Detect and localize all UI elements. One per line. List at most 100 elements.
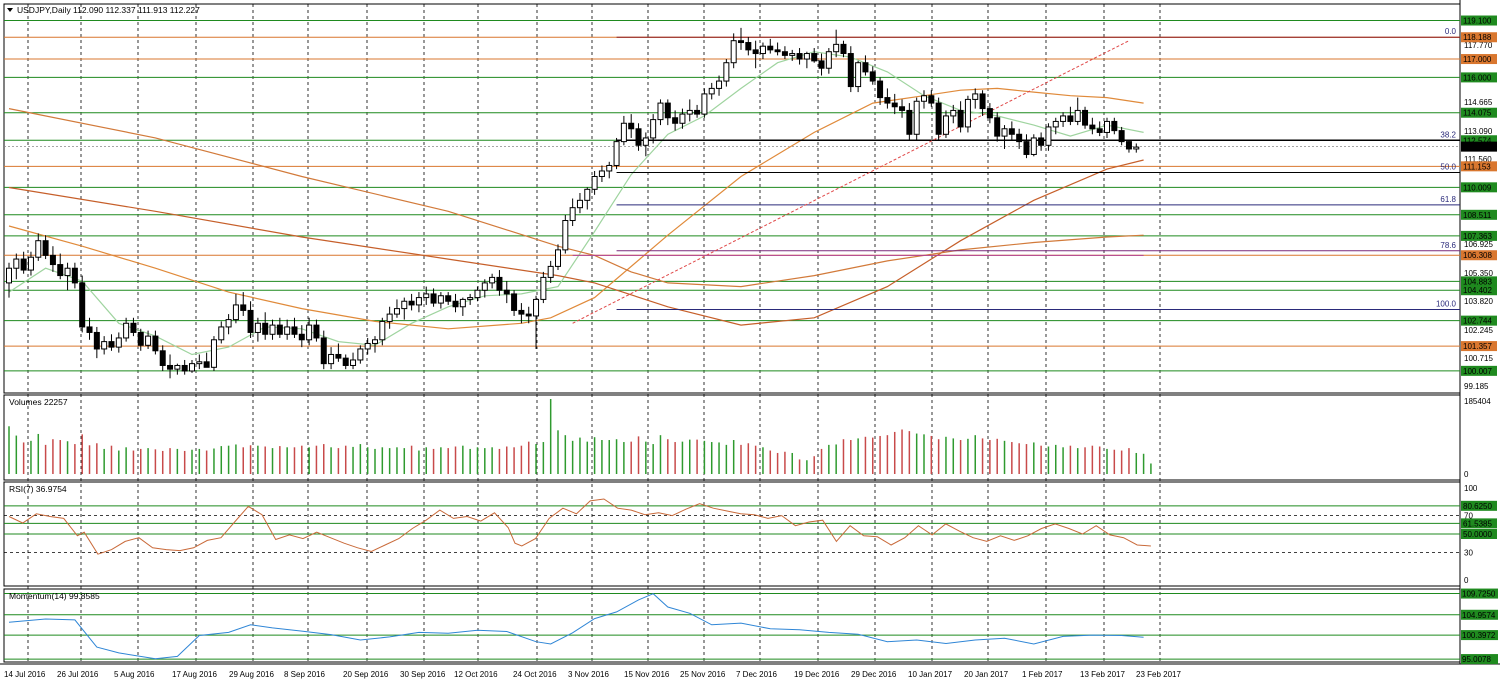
candle-body bbox=[489, 276, 496, 284]
candle-body bbox=[1008, 128, 1015, 135]
candle-body bbox=[342, 357, 349, 366]
candle-body bbox=[518, 309, 525, 315]
candle bbox=[1023, 134, 1030, 159]
candle-body bbox=[796, 53, 803, 60]
date-tick-label: 10 Jan 2017 bbox=[908, 670, 953, 679]
candle bbox=[972, 88, 979, 109]
candle bbox=[27, 251, 34, 276]
candle bbox=[906, 103, 913, 140]
candle-body bbox=[49, 254, 56, 266]
candle bbox=[364, 337, 371, 355]
candle bbox=[1082, 106, 1089, 129]
candle-body bbox=[1038, 137, 1045, 146]
candle-body bbox=[357, 348, 364, 361]
candle-body bbox=[525, 313, 532, 317]
candle bbox=[796, 48, 803, 65]
date-tick-label: 30 Sep 2016 bbox=[400, 670, 446, 679]
candle bbox=[891, 93, 898, 115]
candle-body bbox=[393, 308, 400, 315]
price-level-tag-text: 107.363 bbox=[1463, 232, 1492, 241]
candle-body bbox=[152, 335, 159, 352]
candle-body bbox=[657, 102, 664, 121]
candle-body bbox=[320, 337, 327, 365]
candle-body bbox=[942, 115, 949, 135]
candle bbox=[1111, 117, 1118, 135]
candle bbox=[481, 279, 488, 298]
pane-frame bbox=[3, 588, 1461, 663]
date-tick-label: 20 Sep 2016 bbox=[343, 670, 389, 679]
candle-body bbox=[679, 113, 686, 124]
candle bbox=[1118, 126, 1125, 146]
candle bbox=[855, 60, 862, 93]
candle-body bbox=[774, 49, 781, 53]
candle-body bbox=[664, 102, 671, 119]
candle-body bbox=[115, 337, 122, 348]
candle bbox=[430, 288, 437, 307]
chart-title: USDJPY,Daily 112.090 112.337 111.913 112… bbox=[17, 5, 200, 15]
candle bbox=[1016, 128, 1023, 149]
candle bbox=[877, 77, 884, 105]
candle-body bbox=[650, 119, 657, 139]
candle bbox=[686, 99, 693, 122]
candle bbox=[679, 108, 686, 129]
candle bbox=[708, 82, 715, 100]
candle-body bbox=[167, 364, 174, 370]
candle-body bbox=[723, 62, 730, 82]
candle bbox=[298, 325, 305, 348]
candle bbox=[445, 292, 452, 305]
date-tick-label: 23 Feb 2017 bbox=[1136, 670, 1181, 679]
candle bbox=[928, 90, 935, 107]
candle bbox=[774, 42, 781, 56]
moving-average-line bbox=[8, 159, 1144, 326]
candle bbox=[547, 260, 554, 283]
candle-body bbox=[1089, 124, 1096, 130]
candle-body bbox=[701, 93, 708, 115]
candle bbox=[591, 170, 598, 195]
candle bbox=[313, 319, 320, 342]
date-tick-label: 20 Jan 2017 bbox=[964, 670, 1009, 679]
candle-body bbox=[291, 326, 298, 335]
price-level-tag bbox=[1461, 107, 1497, 118]
price-level-tag bbox=[1461, 285, 1497, 296]
candle bbox=[1008, 121, 1015, 140]
candle-body bbox=[913, 100, 920, 135]
price-tick-label: 113.090 bbox=[1464, 127, 1493, 136]
candle-body bbox=[225, 319, 232, 328]
candle-body bbox=[738, 40, 744, 44]
candle bbox=[42, 235, 49, 260]
candle-body bbox=[130, 322, 137, 333]
candle bbox=[1125, 139, 1132, 153]
candle-body bbox=[1133, 146, 1140, 150]
candle-body bbox=[57, 264, 64, 277]
candle bbox=[518, 303, 525, 324]
candle bbox=[240, 292, 247, 316]
date-tick-label: 17 Aug 2016 bbox=[172, 670, 217, 679]
fibonacci-label: 61.8 bbox=[1440, 195, 1456, 204]
price-level-tag bbox=[1461, 341, 1497, 352]
candle bbox=[320, 330, 327, 370]
candle-body bbox=[174, 364, 181, 370]
price-level-tag bbox=[1461, 182, 1497, 193]
candle bbox=[811, 48, 818, 63]
momentum-level-tag bbox=[1461, 630, 1498, 641]
candle-body bbox=[27, 256, 34, 271]
candle bbox=[1133, 143, 1140, 153]
candle bbox=[467, 293, 474, 305]
price-level-tag-text: 102.744 bbox=[1463, 317, 1492, 326]
date-tick-label: 29 Aug 2016 bbox=[229, 670, 274, 679]
candle-body bbox=[481, 282, 488, 291]
candle-body bbox=[1118, 130, 1125, 143]
date-tick-label: 29 Dec 2016 bbox=[851, 670, 897, 679]
candle-body bbox=[269, 324, 276, 335]
candle-body bbox=[1111, 120, 1118, 132]
candle-body bbox=[781, 51, 788, 56]
price-level-tag bbox=[1461, 135, 1497, 146]
candle-body bbox=[818, 60, 825, 69]
candle-body bbox=[628, 122, 635, 130]
candle bbox=[357, 345, 364, 364]
candle bbox=[803, 51, 810, 69]
candle-body bbox=[613, 141, 620, 166]
price-level-tag bbox=[1461, 32, 1497, 43]
candle bbox=[628, 114, 635, 138]
rsi-level-tag bbox=[1461, 518, 1497, 529]
